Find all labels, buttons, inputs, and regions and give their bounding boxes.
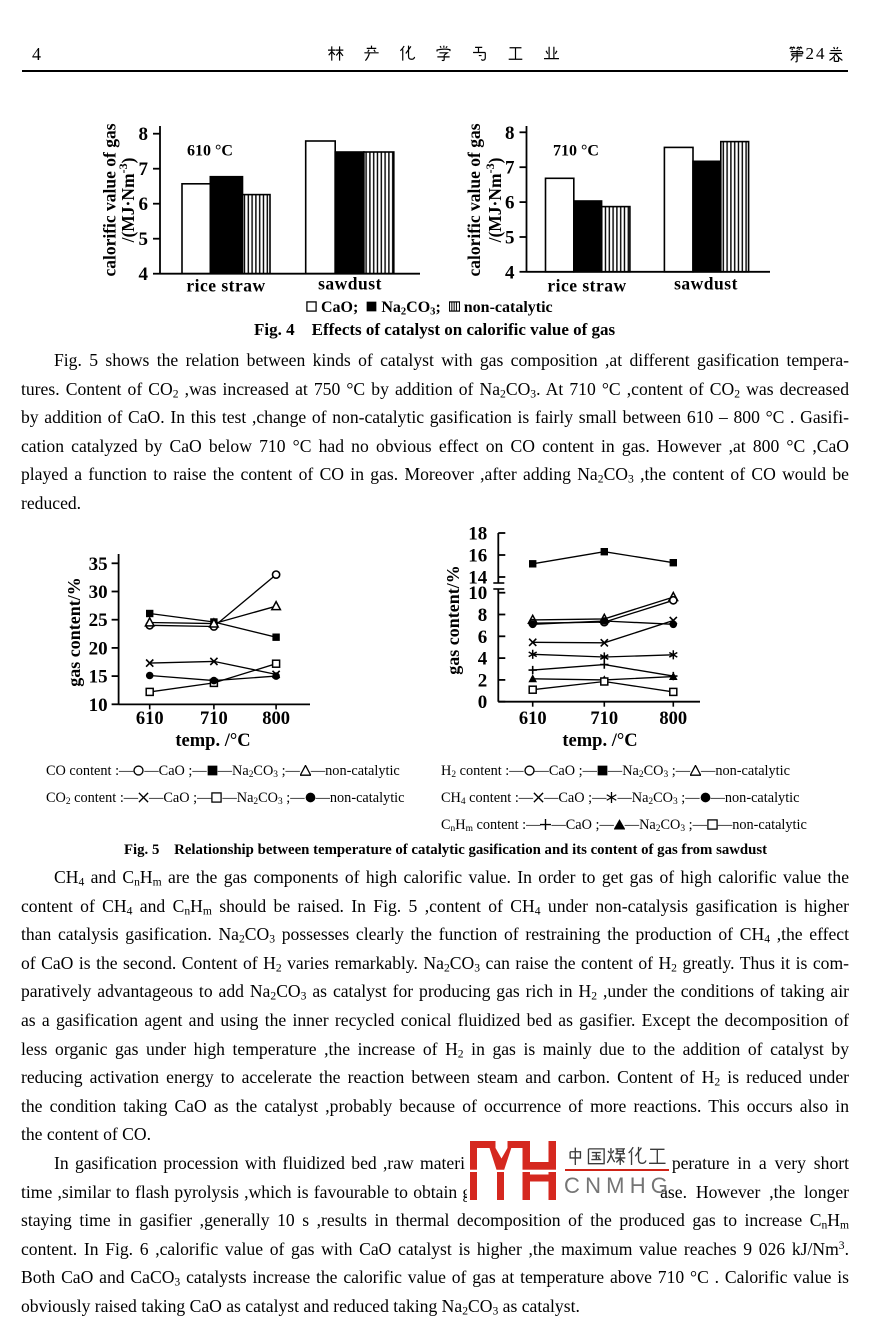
svg-text:10: 10 <box>468 583 487 604</box>
svg-text:7: 7 <box>139 159 149 180</box>
svg-text:2: 2 <box>478 670 488 691</box>
svg-text:temp. /°C: temp. /°C <box>562 731 637 751</box>
svg-text:710 °C: 710 °C <box>553 143 599 160</box>
svg-text:30: 30 <box>89 582 108 603</box>
svg-text:6: 6 <box>139 194 149 215</box>
svg-text:gas content/%: gas content/% <box>443 565 463 675</box>
svg-text:rice straw: rice straw <box>547 276 626 296</box>
svg-text:7: 7 <box>505 158 515 179</box>
svg-text:610: 610 <box>519 709 547 729</box>
svg-text:gas content/%: gas content/% <box>64 577 84 687</box>
svg-text:800: 800 <box>262 709 290 729</box>
svg-text:8: 8 <box>478 605 488 626</box>
svg-text:5: 5 <box>505 228 515 249</box>
svg-text:35: 35 <box>89 554 108 575</box>
svg-text:14: 14 <box>468 568 488 589</box>
svg-text:4: 4 <box>139 264 149 285</box>
svg-text:4: 4 <box>505 262 515 283</box>
svg-text:/(MJ·Nm-3): /(MJ·Nm-3) <box>116 157 138 243</box>
svg-text:sawdust: sawdust <box>318 274 382 294</box>
svg-text:/(MJ·Nm-3): /(MJ·Nm-3) <box>483 157 505 243</box>
svg-text:rice straw: rice straw <box>186 276 265 296</box>
svg-text:710: 710 <box>200 709 228 729</box>
svg-text:5: 5 <box>139 229 149 250</box>
svg-text:20: 20 <box>89 638 108 659</box>
svg-text:6: 6 <box>505 193 515 214</box>
svg-text:temp. /°C: temp. /°C <box>175 731 250 751</box>
svg-text:calorific value of gas: calorific value of gas <box>100 123 120 276</box>
svg-text:calorific value of gas: calorific value of gas <box>464 123 484 276</box>
svg-text:0: 0 <box>478 692 488 713</box>
svg-text:4: 4 <box>478 649 488 670</box>
svg-text:sawdust: sawdust <box>674 274 738 294</box>
svg-text:8: 8 <box>139 124 149 145</box>
svg-text:18: 18 <box>468 524 487 545</box>
svg-text:6: 6 <box>478 627 488 648</box>
svg-text:800: 800 <box>659 709 687 729</box>
svg-text:710: 710 <box>590 709 618 729</box>
svg-text:8: 8 <box>505 123 515 144</box>
svg-text:15: 15 <box>89 667 108 688</box>
svg-text:16: 16 <box>468 546 487 567</box>
svg-text:25: 25 <box>89 610 108 631</box>
svg-text:10: 10 <box>89 695 108 716</box>
svg-text:610: 610 <box>136 709 164 729</box>
svg-text:610 °C: 610 °C <box>187 143 233 160</box>
